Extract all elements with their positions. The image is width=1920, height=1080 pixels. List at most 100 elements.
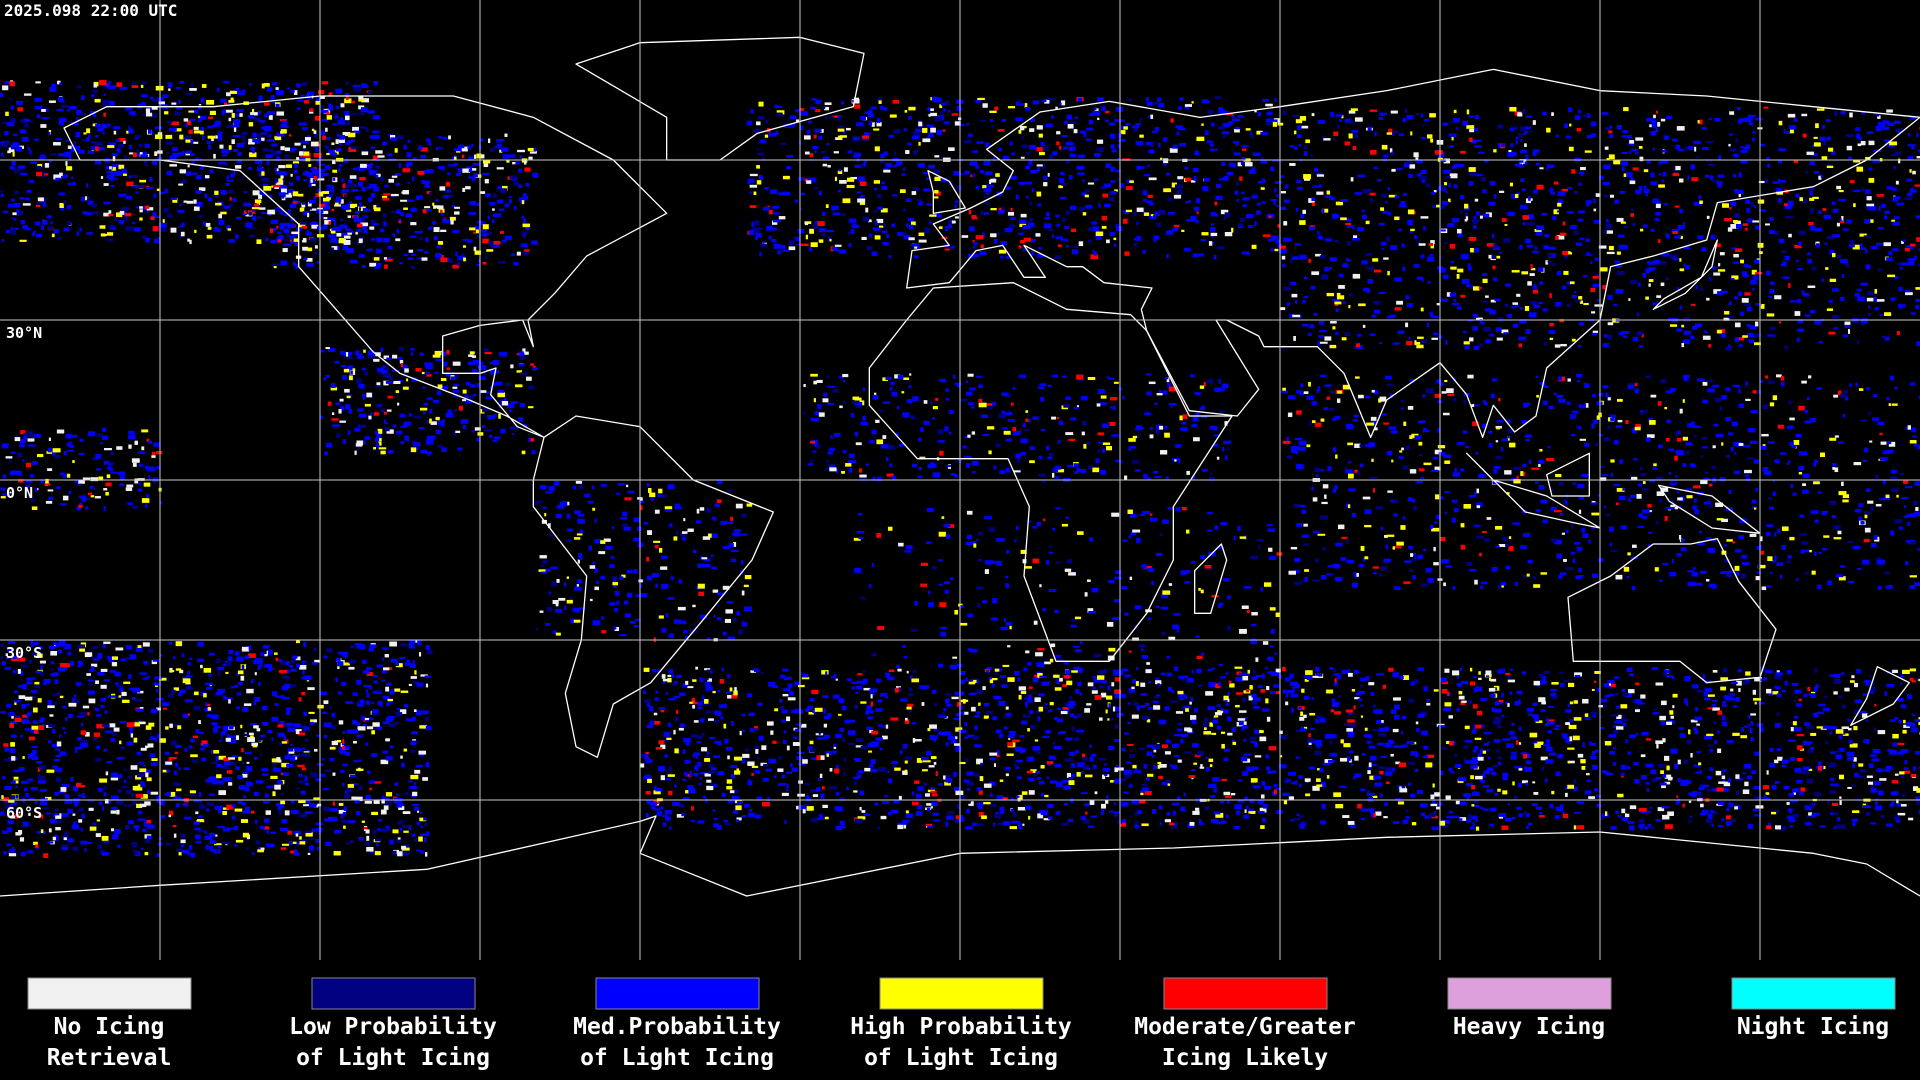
icing-pixel <box>1051 472 1055 478</box>
icing-pixel <box>159 227 167 232</box>
icing-pixel <box>395 430 403 435</box>
icing-pixel <box>303 211 309 216</box>
icing-pixel <box>64 174 69 179</box>
icing-pixel <box>1371 389 1375 393</box>
icing-pixel <box>1832 315 1840 319</box>
icing-pixel <box>1815 123 1819 129</box>
icing-pixel <box>419 236 424 241</box>
icing-pixel <box>167 82 173 88</box>
icing-pixel <box>1910 246 1914 249</box>
icing-pixel <box>1061 375 1068 378</box>
icing-pixel <box>1770 560 1776 563</box>
icing-pixel <box>467 361 475 366</box>
icing-pixel <box>1097 97 1104 101</box>
icing-pixel <box>266 160 270 166</box>
icing-pixel <box>1520 149 1528 153</box>
icing-pixel <box>206 99 215 105</box>
icing-pixel <box>1623 225 1629 229</box>
icing-pixel <box>110 184 115 188</box>
icing-pixel <box>1023 237 1032 242</box>
icing-pixel <box>1322 484 1329 489</box>
icing-pixel <box>995 443 1001 448</box>
icing-pixel <box>1120 183 1125 188</box>
icing-pixel <box>1699 119 1703 125</box>
icing-pixel <box>312 145 317 149</box>
icing-pixel <box>1628 498 1631 502</box>
icing-pixel <box>473 231 476 234</box>
icing-pixel <box>814 443 817 447</box>
icing-pixel <box>1011 402 1014 406</box>
icing-pixel <box>1237 162 1243 167</box>
icing-pixel <box>1563 270 1569 275</box>
icing-pixel <box>360 163 367 168</box>
icing-pixel <box>876 218 884 224</box>
icing-pixel <box>1163 158 1169 164</box>
icing-pixel <box>1023 428 1030 432</box>
icing-pixel <box>466 166 473 170</box>
icing-pixel <box>513 181 520 186</box>
icing-pixel <box>445 373 451 377</box>
icing-pixel <box>118 164 125 170</box>
icing-pixel <box>192 141 199 144</box>
icing-pixel <box>972 240 975 243</box>
icing-pixel <box>1268 238 1274 242</box>
icing-pixel <box>463 257 466 262</box>
icing-pixel <box>298 122 307 126</box>
icing-pixel <box>1757 242 1764 248</box>
icing-pixel <box>1504 223 1508 226</box>
icing-pixel <box>244 191 247 194</box>
icing-pixel <box>1749 201 1754 207</box>
icing-pixel <box>1619 459 1623 465</box>
icing-pixel <box>1028 160 1033 165</box>
icing-pixel <box>1346 240 1351 246</box>
icing-pixel <box>426 374 432 377</box>
icing-pixel <box>1867 500 1874 504</box>
icing-pixel <box>1526 573 1530 577</box>
icing-pixel <box>293 238 299 242</box>
icing-pixel <box>112 156 116 162</box>
icing-pixel <box>987 403 993 408</box>
icing-pixel <box>225 182 230 186</box>
icing-pixel <box>1672 257 1679 261</box>
icing-pixel <box>1674 455 1678 461</box>
icing-pixel <box>479 138 484 142</box>
icing-pixel <box>1632 544 1637 548</box>
icing-pixel <box>1787 200 1794 206</box>
icing-pixel <box>963 140 972 144</box>
icing-pixel <box>1653 463 1657 467</box>
icing-pixel <box>1876 557 1882 562</box>
icing-pixel <box>1516 293 1521 297</box>
icing-pixel <box>1554 344 1561 348</box>
icing-pixel <box>1136 207 1144 212</box>
icing-pixel <box>888 255 891 259</box>
icing-pixel <box>1651 119 1657 125</box>
icing-pixel <box>1094 108 1099 112</box>
icing-pixel <box>1858 503 1864 508</box>
icing-pixel <box>1576 127 1582 132</box>
icing-pixel <box>344 98 352 104</box>
icing-pixel <box>271 185 274 188</box>
icing-pixel <box>948 431 952 435</box>
icing-pixel <box>1532 250 1539 254</box>
icing-pixel <box>1658 444 1663 449</box>
icing-pixel <box>358 95 364 100</box>
icing-pixel <box>1476 488 1480 494</box>
icing-pixel <box>1469 137 1473 143</box>
icing-pixel <box>94 98 101 103</box>
icing-pixel <box>1681 324 1685 328</box>
icing-pixel <box>1417 420 1426 423</box>
icing-pixel <box>473 173 478 178</box>
icing-pixel <box>1025 418 1031 422</box>
icing-pixel <box>1108 197 1115 201</box>
icing-pixel <box>1597 494 1601 497</box>
icing-pixel <box>1 152 4 157</box>
icing-pixel <box>292 238 295 243</box>
icing-pixel <box>1910 187 1914 193</box>
icing-pixel <box>1168 211 1176 215</box>
icing-pixel <box>953 171 961 176</box>
icing-pixel <box>1613 440 1619 445</box>
icing-pixel <box>459 405 463 411</box>
icing-pixel <box>1860 521 1865 525</box>
icing-pixel <box>209 169 214 174</box>
icing-pixel <box>1786 131 1791 134</box>
